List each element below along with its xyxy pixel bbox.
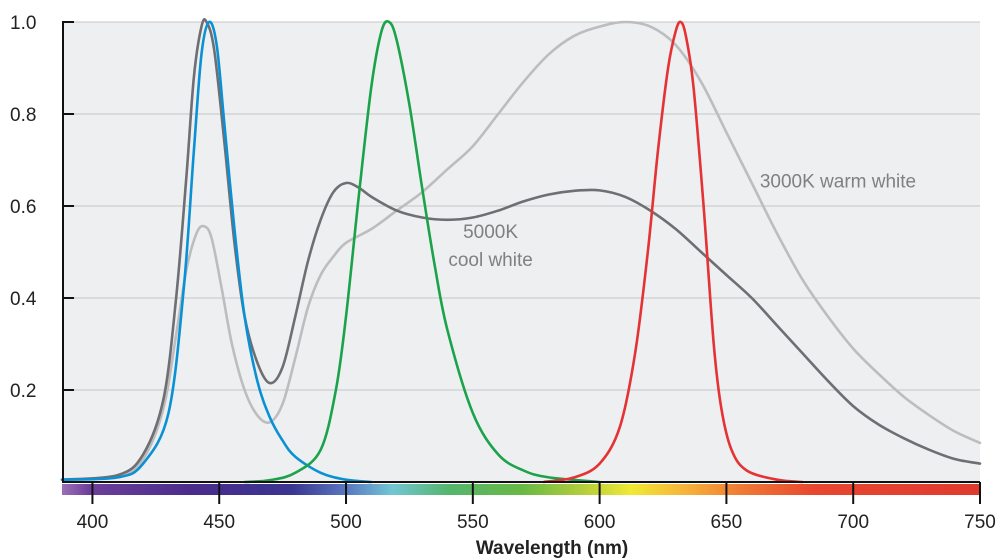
series-annotation: 5000K — [463, 222, 518, 243]
series-line — [243, 19, 601, 484]
annotations: 5000K cool white 3000K warm white — [448, 172, 916, 271]
y-tick-label: 0.6 — [10, 197, 36, 218]
y-tick-label: 0.8 — [10, 105, 36, 126]
x-tick-label: 500 — [330, 512, 362, 533]
x-tick-label: 450 — [203, 512, 235, 533]
y-tick-label: 0.2 — [10, 381, 36, 402]
series-line — [542, 20, 804, 484]
gridlines — [62, 21, 980, 391]
x-tick-label: 650 — [711, 512, 743, 533]
x-tick-label: 700 — [837, 512, 869, 533]
spectrum-bar — [62, 484, 980, 495]
x-tick-label: 550 — [457, 512, 489, 533]
x-tick-label: 600 — [584, 512, 616, 533]
series-annotation: 3000K warm white — [760, 172, 916, 193]
axis-ticks — [63, 21, 981, 504]
series-line — [60, 20, 373, 484]
y-tick-label: 1.0 — [10, 13, 36, 34]
series-line — [60, 18, 982, 481]
x-tick-label: 750 — [964, 512, 996, 533]
x-axis-title: Wavelength (nm) — [476, 538, 628, 559]
series-annotation: cool white — [448, 250, 533, 271]
series-lines — [60, 18, 982, 484]
tick-labels: 400 450 500 550 600 650 700 750 0.2 0.4 0.6 0.8 1.0 — [10, 13, 996, 533]
x-tick-label: 400 — [77, 512, 109, 533]
y-tick-label: 0.4 — [10, 289, 37, 310]
